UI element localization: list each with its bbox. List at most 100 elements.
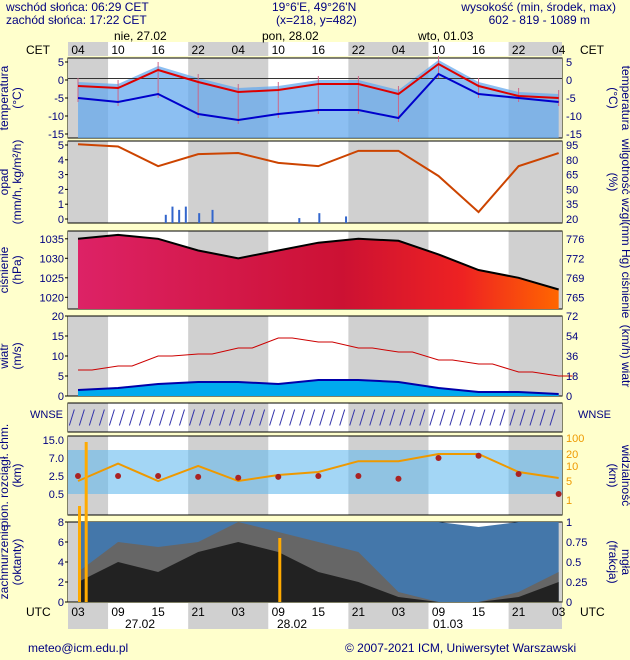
contact-email[interactable]: meteo@icm.edu.pl [28,641,129,655]
cloud-base-dot [235,474,242,481]
bottom-hour-tick: 09 [432,605,446,619]
y-tick-right: 20 [566,449,578,461]
temp-max-line [77,62,559,99]
bottom-tz-right: UTC [580,605,605,619]
wind-arrow [209,409,216,426]
wind-arrow [279,409,286,426]
y-tick-right: 0 [566,391,572,403]
y-tick-left: 0 [58,75,64,87]
y-tick-left: 8 [58,517,64,529]
wind-arrow [409,409,416,426]
y-tick-left: 0 [58,597,64,609]
fog-bar [84,442,88,602]
wind-arrow [319,409,326,426]
grid-point-label: (x=218, y=482) [276,13,357,27]
wind-arrow [128,409,135,426]
bottom-hour-tick: 09 [111,605,125,619]
y-tick-left: 1020 [40,292,64,304]
cloud-base-dot [155,473,162,479]
cloud-base-dot [555,491,562,497]
wind-arrow [299,409,306,426]
wind-area [78,380,559,396]
sunrise-label: wschód słońca: 06:29 CET [6,0,149,14]
y-tick-left: 5 [58,57,64,69]
sunset-label: zachód słońca: 17:22 CET [6,13,147,27]
top-date-label: wto, 01.03 [417,29,474,43]
cloud-base-dot [275,473,282,480]
top-axis-night [68,42,109,56]
precip-bar [298,218,301,223]
wind-arrow [309,409,316,426]
y-tick-right: 5 [566,57,572,69]
bottom-hour-tick: 21 [191,605,205,619]
bottom-tz-left: UTC [26,605,51,619]
copyright-label: © 2007-2021 ICM, Uniwersytet Warszawski [345,641,577,655]
top-hour-tick: 16 [472,43,486,57]
y-tick-left: 15 [52,331,64,343]
pressure-line [77,233,559,291]
precip-bar [318,213,321,223]
y-tick-left: 6 [58,537,64,549]
top-hour-tick: 04 [552,43,566,57]
zero-line [68,78,562,79]
panel-night-band [188,403,269,432]
precip-bar [164,214,167,223]
pressure-area [78,234,559,309]
wind-arrow [459,409,466,426]
cloud-base-dot [395,475,402,482]
top-tz-right: CET [580,43,605,57]
y-tick-left: 5 [58,371,64,383]
y-tick-right: 20 [566,214,578,226]
wind-arrow [539,409,546,426]
wind-arrow [189,409,195,426]
wind-arrow [108,409,115,426]
wind-arrow [118,409,125,426]
y-tick-right: 765 [566,292,584,304]
bottom-axis-night [188,603,269,629]
y-axis-label: temperatura(°C) [0,65,24,130]
wind-arrow [369,409,376,426]
bottom-hour-tick: 15 [472,605,486,619]
panel-night-band [508,403,562,432]
wind-arrow [529,409,536,426]
y-tick-left: 1035 [40,234,64,246]
top-hour-tick: 04 [392,43,406,57]
panel-night-band [68,316,109,396]
y-tick-right: 54 [566,331,578,343]
bottom-hour-tick: 21 [512,605,526,619]
wind-arrow [439,409,446,426]
y-tick-right: 776 [566,234,584,246]
bottom-axis-strip [68,603,562,629]
y-tick-right: 95 [566,140,578,152]
y-tick-right: 80 [566,155,578,167]
top-date-label: nie, 27.02 [114,29,167,43]
top-hour-tick: 10 [432,43,446,57]
wind-arrow [78,409,85,426]
wind-arrow [148,409,155,426]
y-tick-left: 2 [58,184,64,196]
top-tz-left: CET [26,43,51,57]
top-hour-tick: 22 [191,43,205,57]
wind-arrow [379,409,386,426]
precip-bar [345,216,348,223]
wind-arrow [399,409,406,426]
y-tick-left: 2 [58,577,64,589]
y-tick-left: 0 [58,214,64,226]
y-tick-right: 72 [566,311,578,323]
wind-arrow [269,409,276,426]
bottom-hour-tick: 09 [272,605,286,619]
bottom-hour-tick: 03 [552,605,566,619]
wind-arrow [549,409,556,426]
y-axis-label: (mm Hg) ciśnienie [619,222,630,319]
y-tick-left: 20 [52,311,64,323]
wind-arrow [329,409,336,426]
y-tick-right: -5 [566,93,576,105]
y-tick-right: 35 [566,199,578,211]
wind-arrow [88,409,95,426]
top-axis-night [188,42,269,56]
compass-left: WNSE [30,409,63,421]
wind-arrow [469,409,476,426]
top-hour-tick: 10 [272,43,286,57]
elevation-values: 602 - 819 - 1089 m [488,13,590,27]
cloud-base-dot [515,471,522,477]
